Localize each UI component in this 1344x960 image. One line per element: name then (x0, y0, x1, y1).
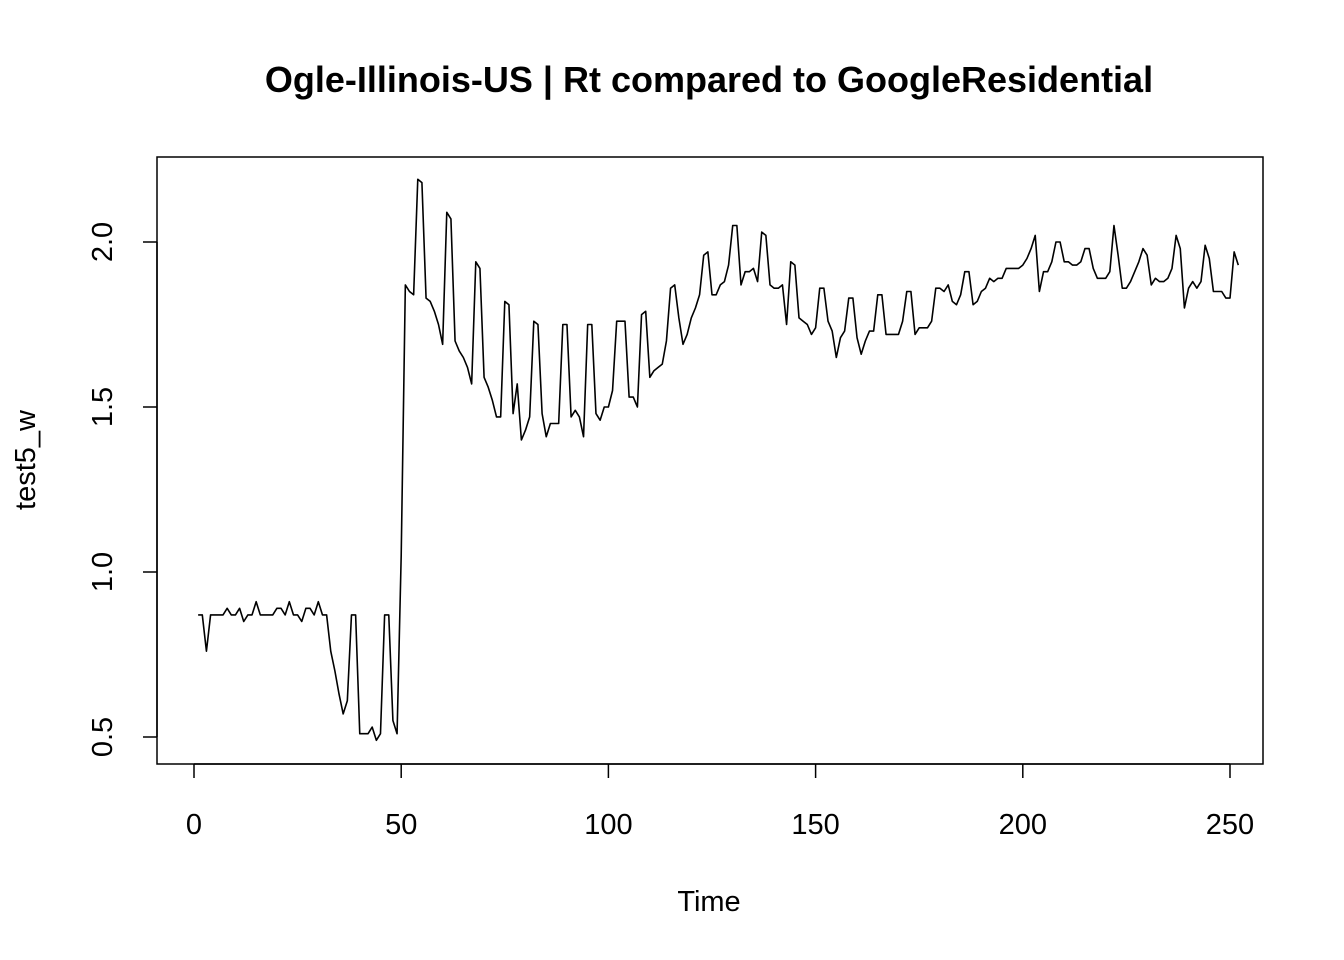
plot-frame (156, 156, 1264, 765)
y-axis-label: test5_w (10, 409, 42, 510)
chart-title: Ogle-Illinois-US | Rt compared to Google… (265, 59, 1153, 101)
series-line (198, 178, 1240, 742)
x-tick-label: 250 (1206, 809, 1254, 841)
x-tick-label: 100 (584, 809, 632, 841)
x-tick-label: 0 (186, 809, 202, 841)
x-tick-label: 150 (791, 809, 839, 841)
y-tick-label: 1.5 (87, 387, 119, 427)
y-tick-label: 2.0 (87, 222, 119, 262)
y-tick-label: 1.0 (87, 552, 119, 592)
x-tick-label: 50 (385, 809, 417, 841)
y-tick-label: 0.5 (87, 717, 119, 757)
x-axis: 0 50 100 150 200 250 (186, 763, 1254, 841)
x-axis-label: Time (677, 886, 740, 918)
x-tick-label: 200 (999, 809, 1047, 841)
y-axis: 0.5 1.0 1.5 2.0 (87, 222, 158, 757)
